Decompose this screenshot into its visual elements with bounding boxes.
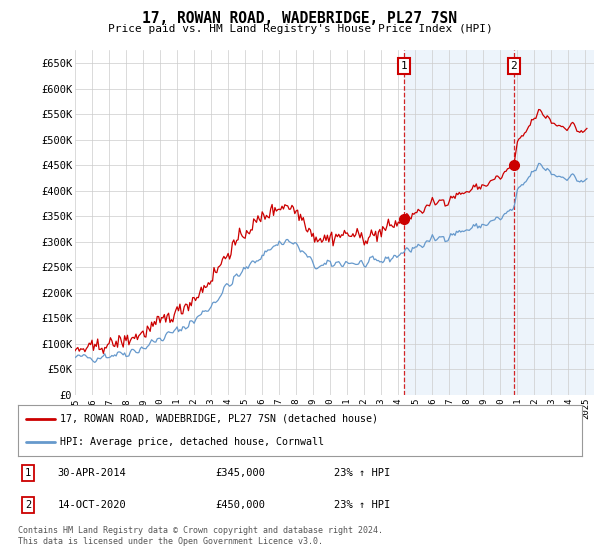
Text: Contains HM Land Registry data © Crown copyright and database right 2024.
This d: Contains HM Land Registry data © Crown c… bbox=[18, 526, 383, 546]
Text: 14-OCT-2020: 14-OCT-2020 bbox=[58, 500, 126, 510]
Text: 23% ↑ HPI: 23% ↑ HPI bbox=[334, 500, 390, 510]
Bar bbox=[404, 50, 594, 395]
Text: £345,000: £345,000 bbox=[215, 468, 265, 478]
Text: 2: 2 bbox=[25, 500, 31, 510]
Text: 1: 1 bbox=[25, 468, 31, 478]
Text: 17, ROWAN ROAD, WADEBRIDGE, PL27 7SN: 17, ROWAN ROAD, WADEBRIDGE, PL27 7SN bbox=[143, 11, 458, 26]
Text: HPI: Average price, detached house, Cornwall: HPI: Average price, detached house, Corn… bbox=[60, 437, 325, 447]
Text: 2: 2 bbox=[511, 61, 517, 71]
Text: £450,000: £450,000 bbox=[215, 500, 265, 510]
Text: 17, ROWAN ROAD, WADEBRIDGE, PL27 7SN (detached house): 17, ROWAN ROAD, WADEBRIDGE, PL27 7SN (de… bbox=[60, 414, 379, 424]
Text: 1: 1 bbox=[401, 61, 407, 71]
Text: 30-APR-2014: 30-APR-2014 bbox=[58, 468, 126, 478]
Text: Price paid vs. HM Land Registry's House Price Index (HPI): Price paid vs. HM Land Registry's House … bbox=[107, 24, 493, 34]
Text: 23% ↑ HPI: 23% ↑ HPI bbox=[334, 468, 390, 478]
